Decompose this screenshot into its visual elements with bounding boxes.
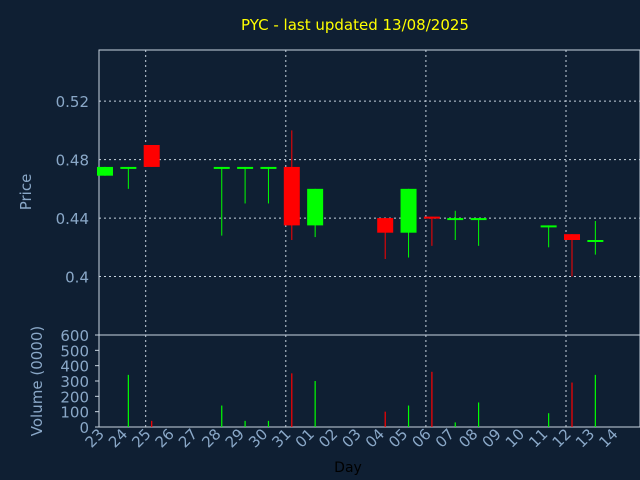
price-grid bbox=[99, 50, 640, 335]
candle-body bbox=[423, 216, 440, 219]
day-tick-label: 26 bbox=[152, 425, 178, 451]
candle-body bbox=[97, 166, 113, 176]
candle-body bbox=[377, 218, 394, 233]
day-tick-label: 01 bbox=[292, 425, 318, 451]
candle-body bbox=[260, 166, 277, 169]
candle-body bbox=[470, 218, 487, 221]
volume-tick-label: 400 bbox=[60, 358, 89, 376]
volume-bars bbox=[127, 371, 596, 427]
day-tick-label: 28 bbox=[198, 425, 224, 451]
volume-tick-label: 500 bbox=[60, 342, 89, 360]
day-tick-label: 31 bbox=[268, 425, 294, 451]
day-tick-label: 07 bbox=[432, 425, 458, 451]
price-tick-label: 0.44 bbox=[56, 210, 89, 228]
day-tick-label: 24 bbox=[105, 425, 131, 451]
price-tick-label: 0.52 bbox=[56, 93, 89, 111]
volume-tick-label: 100 bbox=[60, 404, 89, 422]
day-tick-label: 25 bbox=[128, 425, 154, 451]
candle-body bbox=[143, 145, 160, 167]
price-axis-ticks: 0.4 0.44 0.48 0.52 bbox=[56, 93, 89, 286]
price-plot-frame bbox=[98, 49, 640, 336]
day-tick-label: 12 bbox=[549, 425, 575, 451]
day-axis-label: Day bbox=[334, 460, 362, 476]
day-tick-label: 02 bbox=[315, 425, 341, 451]
volume-tick-label: 300 bbox=[60, 373, 89, 391]
candle-body bbox=[283, 166, 300, 226]
volume-tick-label: 0 bbox=[79, 419, 89, 437]
day-tick-label: 10 bbox=[502, 425, 528, 451]
candle-body bbox=[587, 240, 604, 242]
day-tick-label: 09 bbox=[479, 425, 505, 451]
day-tick-label: 27 bbox=[175, 425, 201, 451]
day-tick-label: 04 bbox=[362, 425, 388, 451]
day-axis-ticks: 2324252627282930310102030405060708091011… bbox=[82, 425, 622, 451]
candle-body bbox=[400, 188, 417, 233]
volume-tick-label: 200 bbox=[60, 388, 89, 406]
candle-body bbox=[213, 166, 230, 169]
price-tick-label: 0.48 bbox=[56, 152, 89, 170]
volume-plot-frame bbox=[98, 334, 640, 428]
volume-tick-label: 600 bbox=[60, 327, 89, 345]
day-tick-label: 30 bbox=[245, 425, 271, 451]
candle-body bbox=[237, 166, 254, 169]
candle-body bbox=[564, 234, 580, 240]
day-tick-label: 14 bbox=[595, 425, 621, 451]
day-tick-label: 03 bbox=[338, 425, 364, 451]
price-axis-label: Price bbox=[17, 174, 35, 211]
day-tick-label: 13 bbox=[572, 425, 598, 451]
price-tick-label: 0.4 bbox=[65, 269, 89, 287]
day-tick-label: 11 bbox=[525, 425, 551, 451]
candle-body bbox=[120, 166, 137, 169]
day-tick-label: 06 bbox=[408, 425, 434, 451]
volume-grid bbox=[145, 335, 567, 427]
candle-body bbox=[540, 225, 557, 228]
day-tick-label: 29 bbox=[222, 425, 248, 451]
chart-title: PYC - last updated 13/08/2025 bbox=[241, 16, 469, 34]
candle-body bbox=[447, 218, 464, 221]
day-tick-label: 05 bbox=[385, 425, 411, 451]
candles bbox=[97, 130, 604, 277]
volume-axis-label: Volume (0000) bbox=[28, 326, 46, 436]
candle-body bbox=[307, 188, 324, 226]
day-tick-label: 08 bbox=[455, 425, 481, 451]
